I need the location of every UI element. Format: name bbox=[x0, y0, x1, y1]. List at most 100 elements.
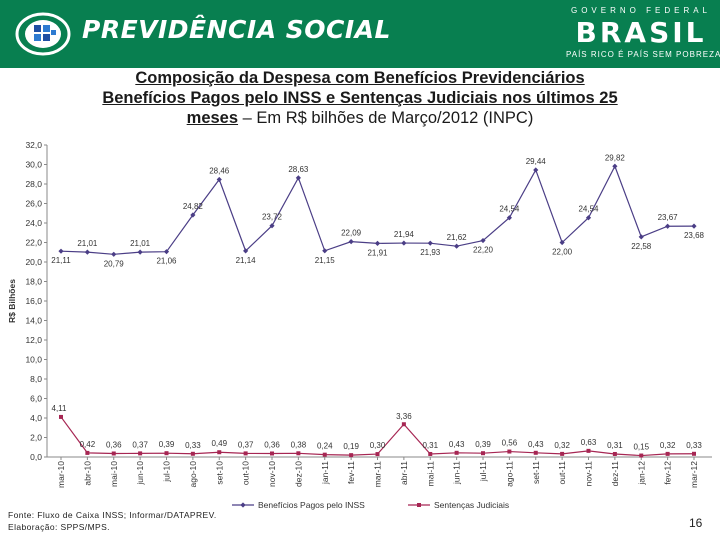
line-chart: 0,0 2,0 4,0 6,0 8,0 10,0 12,0 14,0 16,0 18,0 20,0 2… bbox=[7, 140, 712, 510]
data-label: 22,09 bbox=[341, 229, 362, 238]
x-tick-label: fev-11 bbox=[346, 461, 356, 484]
previdencia-logo-icon bbox=[14, 10, 72, 58]
data-label: 21,94 bbox=[394, 230, 415, 239]
data-label: 22,20 bbox=[473, 246, 494, 255]
y-tick-label: 10,0 bbox=[25, 355, 42, 365]
data-point bbox=[322, 248, 328, 254]
header-banner: PREVIDÊNCIA SOCIAL GOVERNO FEDERAL BRASI… bbox=[0, 0, 720, 70]
data-point bbox=[217, 450, 222, 455]
y-tick-label: 18,0 bbox=[25, 277, 42, 287]
y-tick-label: 16,0 bbox=[25, 296, 42, 306]
data-label: 22,58 bbox=[631, 242, 652, 251]
data-point bbox=[639, 453, 644, 458]
x-tick-label: abr-11 bbox=[399, 461, 409, 485]
x-tick-label: dez-11 bbox=[610, 461, 620, 487]
data-point bbox=[137, 249, 143, 255]
data-label: 21,15 bbox=[315, 256, 336, 265]
data-label: 23,72 bbox=[262, 213, 283, 222]
data-label: 21,14 bbox=[236, 256, 257, 265]
data-point bbox=[138, 451, 143, 456]
data-point bbox=[586, 448, 591, 453]
data-point bbox=[665, 451, 670, 456]
governo-federal-logo: GOVERNO FEDERAL BRASIL PAÍS RICO É PAÍS … bbox=[566, 6, 720, 62]
data-point bbox=[295, 175, 301, 181]
x-tick-label: fev-12 bbox=[663, 461, 673, 485]
x-tick-label: jun-10 bbox=[135, 461, 145, 486]
title-line-3: meses – Em R$ bilhões de Março/2012 (INP… bbox=[0, 108, 720, 128]
data-point bbox=[427, 240, 433, 246]
data-label: 24,54 bbox=[578, 205, 599, 214]
data-point bbox=[164, 451, 169, 456]
title-line-2: Benefícios Pagos pelo INSS e Sentenças J… bbox=[102, 89, 618, 107]
data-point bbox=[216, 176, 222, 183]
y-tick-label: 4,0 bbox=[30, 413, 42, 423]
data-label: 0,43 bbox=[449, 440, 465, 449]
data-label: 0,39 bbox=[159, 440, 175, 449]
data-point bbox=[506, 215, 512, 221]
data-label: 0,36 bbox=[106, 440, 122, 449]
y-tick-label: 20,0 bbox=[25, 257, 42, 267]
x-tick-label: out-11 bbox=[557, 461, 567, 485]
y-axis-title: R$ Bilhões bbox=[7, 279, 17, 323]
data-point bbox=[111, 451, 116, 456]
data-label: 0,31 bbox=[607, 441, 623, 450]
data-label: 4,11 bbox=[52, 404, 68, 413]
data-label: 23,68 bbox=[684, 231, 705, 240]
data-label: 0,30 bbox=[370, 441, 386, 450]
data-label: 0,42 bbox=[80, 440, 96, 449]
x-tick-label: nov-10 bbox=[267, 461, 277, 487]
data-label: 0,49 bbox=[211, 439, 227, 448]
data-point bbox=[401, 240, 407, 246]
data-point bbox=[533, 450, 538, 455]
data-label: 24,54 bbox=[499, 205, 520, 214]
y-tick-label: 14,0 bbox=[25, 316, 42, 326]
x-tick-label: mai-11 bbox=[425, 461, 435, 487]
data-label: 0,32 bbox=[554, 441, 570, 450]
data-point bbox=[691, 223, 697, 229]
x-tick-label: out-10 bbox=[241, 461, 251, 485]
x-tick-label: mar-10 bbox=[56, 461, 66, 488]
data-point bbox=[190, 212, 196, 218]
x-tick-label: jan-12 bbox=[636, 461, 646, 486]
data-label: 20,79 bbox=[104, 259, 125, 268]
legend-marker bbox=[417, 503, 421, 507]
data-point bbox=[559, 239, 565, 246]
y-tick-label: 12,0 bbox=[25, 335, 42, 345]
y-tick-label: 32,0 bbox=[25, 140, 42, 150]
data-label: 24,82 bbox=[183, 202, 204, 211]
legend-marker bbox=[240, 502, 246, 508]
data-point bbox=[533, 167, 539, 173]
x-tick-label: mai-10 bbox=[109, 461, 119, 487]
data-point bbox=[296, 451, 301, 456]
data-point bbox=[190, 451, 195, 456]
slide-title: Composição da Despesa com Benefícios Pre… bbox=[0, 68, 720, 128]
x-tick-label: mar-11 bbox=[373, 461, 383, 488]
data-label: 0,36 bbox=[264, 440, 280, 449]
data-point bbox=[507, 449, 512, 454]
data-point bbox=[348, 239, 354, 245]
y-tick-label: 24,0 bbox=[25, 218, 42, 228]
data-label: 3,36 bbox=[396, 412, 412, 421]
x-tick-label: mar-12 bbox=[689, 461, 699, 488]
legend-label: Sentenças Judiciais bbox=[434, 500, 509, 510]
x-tick-label: ago-11 bbox=[504, 461, 514, 487]
data-label: 0,33 bbox=[185, 441, 201, 450]
x-tick-label: jul-11 bbox=[478, 461, 488, 482]
data-label: 0,39 bbox=[475, 440, 491, 449]
data-label: 0,43 bbox=[528, 440, 544, 449]
data-point bbox=[612, 163, 618, 169]
y-tick-label: 8,0 bbox=[30, 374, 42, 384]
legend-label: Benefícios Pagos pelo INSS bbox=[258, 500, 365, 510]
data-point bbox=[269, 223, 275, 229]
data-label: 28,63 bbox=[288, 165, 309, 174]
source-note: Fonte: Fluxo de Caixa INSS; Informar/DAT… bbox=[8, 509, 217, 533]
x-tick-label: set-10 bbox=[214, 461, 224, 485]
data-point bbox=[481, 451, 485, 456]
data-point bbox=[428, 451, 433, 456]
y-tick-label: 6,0 bbox=[30, 394, 42, 404]
data-label: 21,01 bbox=[130, 239, 151, 248]
data-label: 0,31 bbox=[422, 441, 438, 450]
data-point bbox=[59, 414, 63, 419]
data-label: 21,11 bbox=[51, 256, 71, 265]
y-tick-label: 0,0 bbox=[30, 452, 42, 462]
